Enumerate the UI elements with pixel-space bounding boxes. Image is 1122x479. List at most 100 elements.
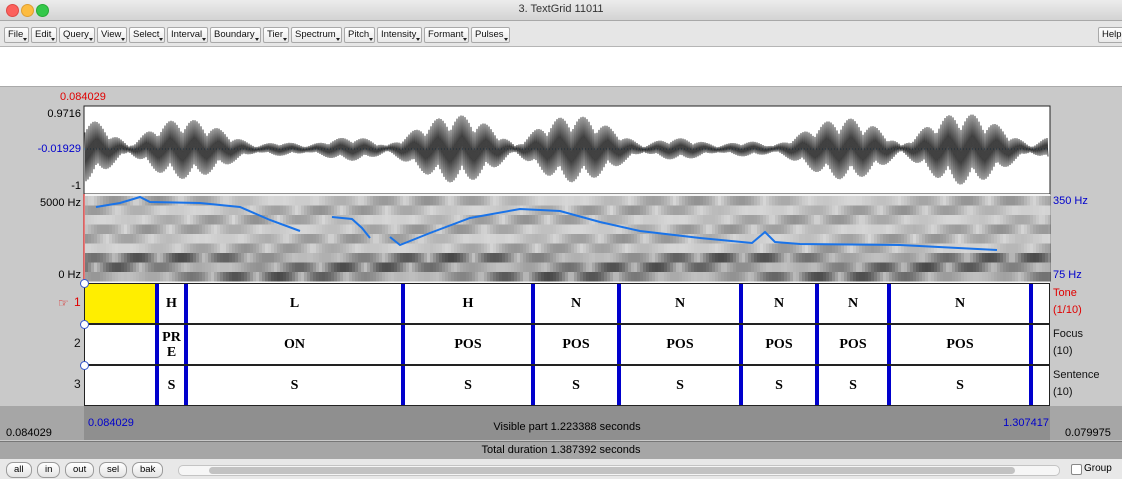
boundary[interactable] [401, 366, 405, 405]
boundary[interactable] [617, 325, 621, 364]
spectrogram-cell [301, 225, 304, 235]
spectrogram-cell [457, 225, 460, 235]
interval-label[interactable]: S [743, 366, 815, 405]
interval-label[interactable]: S [621, 366, 739, 405]
zoom-button[interactable]: in [37, 462, 60, 478]
boundary[interactable] [531, 366, 535, 405]
spectrogram-cell [250, 272, 253, 282]
interval-label[interactable]: POS [743, 325, 815, 364]
zoom-button[interactable]: out [65, 462, 94, 478]
spectrogram-cell [988, 206, 991, 216]
spectrogram-cell [289, 206, 292, 216]
boundary[interactable] [739, 366, 743, 405]
boundary[interactable] [401, 284, 405, 323]
tier-handle[interactable] [80, 361, 89, 370]
boundary[interactable] [184, 284, 188, 323]
boundary[interactable] [887, 366, 891, 405]
interval-label[interactable]: S [819, 366, 887, 405]
boundary[interactable] [887, 325, 891, 364]
interval-label[interactable]: L [188, 284, 401, 323]
interval-label[interactable]: N [891, 284, 1029, 323]
spectrogram-cell [736, 272, 739, 282]
spectrogram-cell [949, 263, 952, 273]
spectrogram-cell [313, 244, 316, 254]
boundary[interactable] [155, 325, 159, 364]
interval-label[interactable]: H [159, 284, 184, 323]
spectrogram-cell [1003, 196, 1006, 206]
group-checkbox[interactable] [1071, 464, 1082, 475]
interval-label[interactable]: S [891, 366, 1029, 405]
spectrogram-cell [958, 272, 961, 282]
interval-label[interactable]: S [535, 366, 617, 405]
boundary[interactable] [815, 325, 819, 364]
interval-label[interactable]: ON [188, 325, 401, 364]
boundary[interactable] [1029, 366, 1033, 405]
interval-label[interactable]: POS [405, 325, 531, 364]
boundary[interactable] [531, 284, 535, 323]
interval-label[interactable]: POS [535, 325, 617, 364]
spectrogram-cell [718, 225, 721, 235]
zoom-button[interactable]: bak [132, 462, 163, 478]
spectrogram-cell [952, 272, 955, 282]
selected-interval[interactable] [85, 284, 155, 323]
tier-row[interactable]: SSSSSSSS [84, 365, 1050, 406]
spectrogram-cell [964, 234, 967, 244]
boundary[interactable] [887, 284, 891, 323]
boundary[interactable] [401, 325, 405, 364]
boundary[interactable] [739, 325, 743, 364]
zoom-button[interactable]: sel [99, 462, 127, 478]
boundary[interactable] [815, 366, 819, 405]
interval-label[interactable]: H [405, 284, 531, 323]
boundary[interactable] [1029, 284, 1033, 323]
spectrogram-cell [214, 272, 217, 282]
spectrogram-cell [424, 215, 427, 225]
spectrogram-cell [292, 263, 295, 273]
tier-row[interactable]: HLHNNNNN [84, 283, 1050, 324]
tier-handle[interactable] [80, 279, 89, 288]
boundary[interactable] [184, 366, 188, 405]
spectrogram-cell [694, 215, 697, 225]
spectrogram-cell [262, 244, 265, 254]
interval-label[interactable]: N [621, 284, 739, 323]
spectrogram-cell [703, 253, 706, 263]
spectrogram-cell [916, 196, 919, 206]
interval-label[interactable]: S [159, 366, 184, 405]
scrollbar[interactable] [178, 465, 1060, 476]
interval-label[interactable]: S [405, 366, 531, 405]
boundary[interactable] [739, 284, 743, 323]
spectrogram-cell [658, 234, 661, 244]
interval-label[interactable]: N [819, 284, 887, 323]
interval-label[interactable]: N [743, 284, 815, 323]
boundary[interactable] [815, 284, 819, 323]
spectrogram-cell [1033, 244, 1036, 254]
boundary[interactable] [617, 284, 621, 323]
interval-label[interactable]: POS [819, 325, 887, 364]
spectrogram-cell [247, 196, 250, 206]
tier-row[interactable]: PREONPOSPOSPOSPOSPOSPOS [84, 324, 1050, 365]
boundary[interactable] [184, 325, 188, 364]
zoom-button[interactable]: all [6, 462, 32, 478]
interval-label[interactable]: POS [891, 325, 1029, 364]
spectrogram-cell [121, 253, 124, 263]
spectrogram-cell [589, 244, 592, 254]
spectrogram-cell [133, 234, 136, 244]
spectrogram-cell [241, 272, 244, 282]
boundary[interactable] [1029, 325, 1033, 364]
spectrogram-cell [514, 225, 517, 235]
boundary[interactable] [531, 325, 535, 364]
interval-label[interactable]: POS [621, 325, 739, 364]
spectrogram-cell [550, 263, 553, 273]
tier-handle[interactable] [80, 320, 89, 329]
boundary[interactable] [155, 366, 159, 405]
spectrogram-cell [94, 244, 97, 254]
spectrogram-cell [334, 272, 337, 282]
interval-label[interactable]: N [535, 284, 617, 323]
interval-label[interactable]: S [188, 366, 401, 405]
boundary[interactable] [617, 366, 621, 405]
scroll-thumb[interactable] [209, 467, 1015, 474]
interval-label[interactable]: PRE [159, 325, 184, 364]
boundary[interactable] [155, 284, 159, 323]
spectrogram-cell [307, 206, 310, 216]
spectrogram-cell [376, 272, 379, 282]
spectrogram-cell [703, 215, 706, 225]
